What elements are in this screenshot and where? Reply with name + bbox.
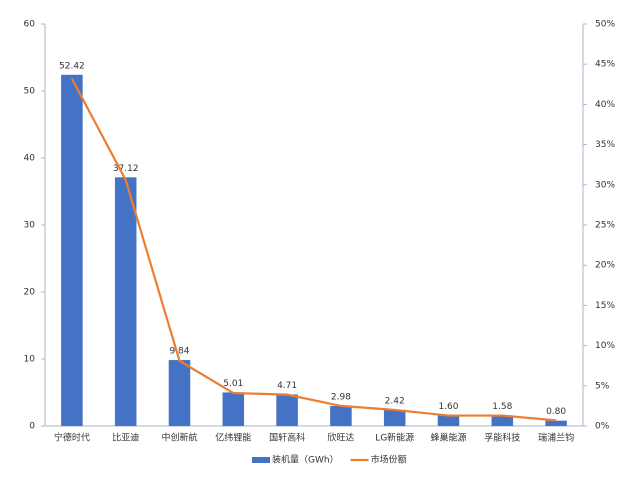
bar (276, 394, 298, 426)
data-label: 2.98 (331, 393, 351, 403)
x-tick-label: 孚能科技 (484, 432, 520, 444)
x-tick-label: 瑞浦兰钧 (538, 432, 574, 444)
y-tick-label: 30 (24, 221, 36, 231)
data-label: 52.42 (59, 61, 85, 71)
data-label: 5.01 (223, 379, 243, 389)
bar (383, 409, 406, 426)
data-label: 9.84 (169, 347, 189, 357)
y-tick-label: 20 (24, 288, 36, 298)
x-tick-label: 宁德时代 (54, 432, 90, 444)
y-tick-label: 50 (24, 87, 36, 97)
data-label: 1.60 (438, 402, 458, 412)
y2-tick-label: 30% (595, 180, 615, 190)
x-tick-label: 中创新航 (161, 432, 197, 444)
legend-label: 市场份额 (371, 454, 407, 466)
bar (168, 360, 191, 426)
bar (61, 74, 83, 426)
y2-tick-label: 40% (595, 100, 615, 110)
data-label: 1.58 (492, 402, 512, 412)
legend-label: 装机量（GWh） (272, 454, 339, 466)
bar (330, 406, 352, 426)
y-tick-label: 10 (24, 355, 36, 365)
x-tick-label: 蜂巢能源 (430, 432, 466, 444)
bar (491, 415, 514, 426)
x-tick-label: 国轩高科 (269, 432, 305, 444)
y2-tick-label: 45% (595, 60, 615, 70)
y-tick-label: 0 (29, 422, 35, 432)
x-tick-label: 亿纬锂能 (215, 432, 251, 444)
line (70, 78, 557, 422)
x-tick-label: 欣旺达 (327, 432, 354, 444)
x-tick-label: 比亚迪 (112, 432, 139, 444)
bar (545, 420, 567, 426)
y2-tick-label: 20% (595, 261, 615, 271)
legend-swatch (252, 457, 270, 463)
x-tick-label: LG新能源 (375, 432, 414, 444)
data-label: 37.12 (113, 164, 139, 174)
y2-tick-label: 35% (595, 140, 615, 150)
y2-tick-label: 25% (595, 221, 615, 231)
data-label: 4.71 (277, 381, 297, 391)
bar (222, 392, 245, 426)
y2-tick-label: 10% (595, 341, 615, 351)
y2-tick-label: 5% (595, 381, 610, 391)
y-tick-label: 60 (24, 20, 36, 30)
y2-tick-label: 50% (595, 20, 615, 30)
data-label: 0.80 (546, 407, 566, 417)
y-tick-label: 40 (24, 154, 36, 164)
bar (437, 415, 460, 426)
y2-tick-label: 0% (595, 422, 610, 432)
data-label: 2.42 (385, 396, 405, 406)
bar (114, 177, 137, 426)
y2-tick-label: 15% (595, 301, 615, 311)
